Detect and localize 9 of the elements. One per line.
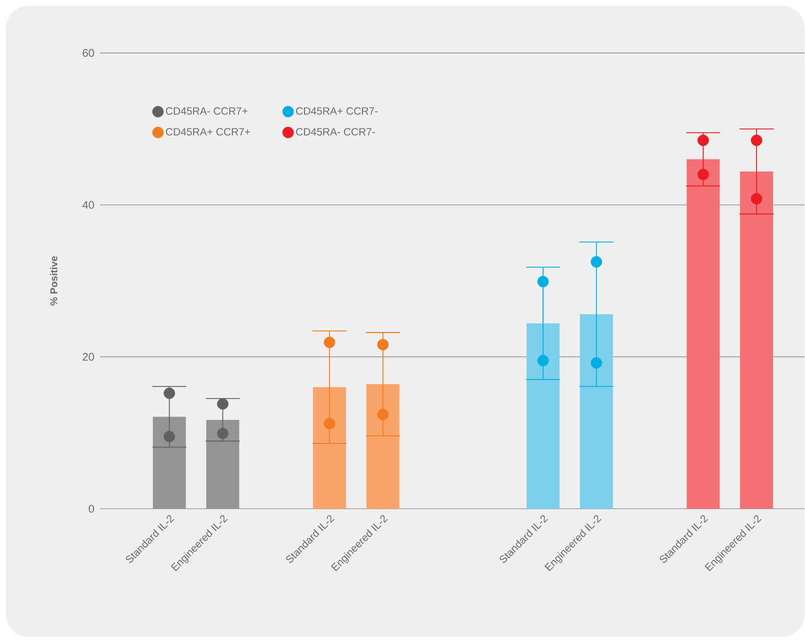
legend-label: CD45RA+ CCR7+ [166,128,250,136]
y-tick-label: 20 [82,353,94,361]
legend-label: CD45RA- CCR7+ [166,107,248,115]
y-tick-label: 60 [82,49,94,58]
y-axis-title: % Positive [50,256,58,306]
y-tick-label: 0 [88,505,94,513]
legend-label: CD45RA+ CCR7- [296,107,378,115]
y-tick-label: 40 [82,201,94,209]
legend-label: CD45RA- CCR7- [296,128,375,136]
